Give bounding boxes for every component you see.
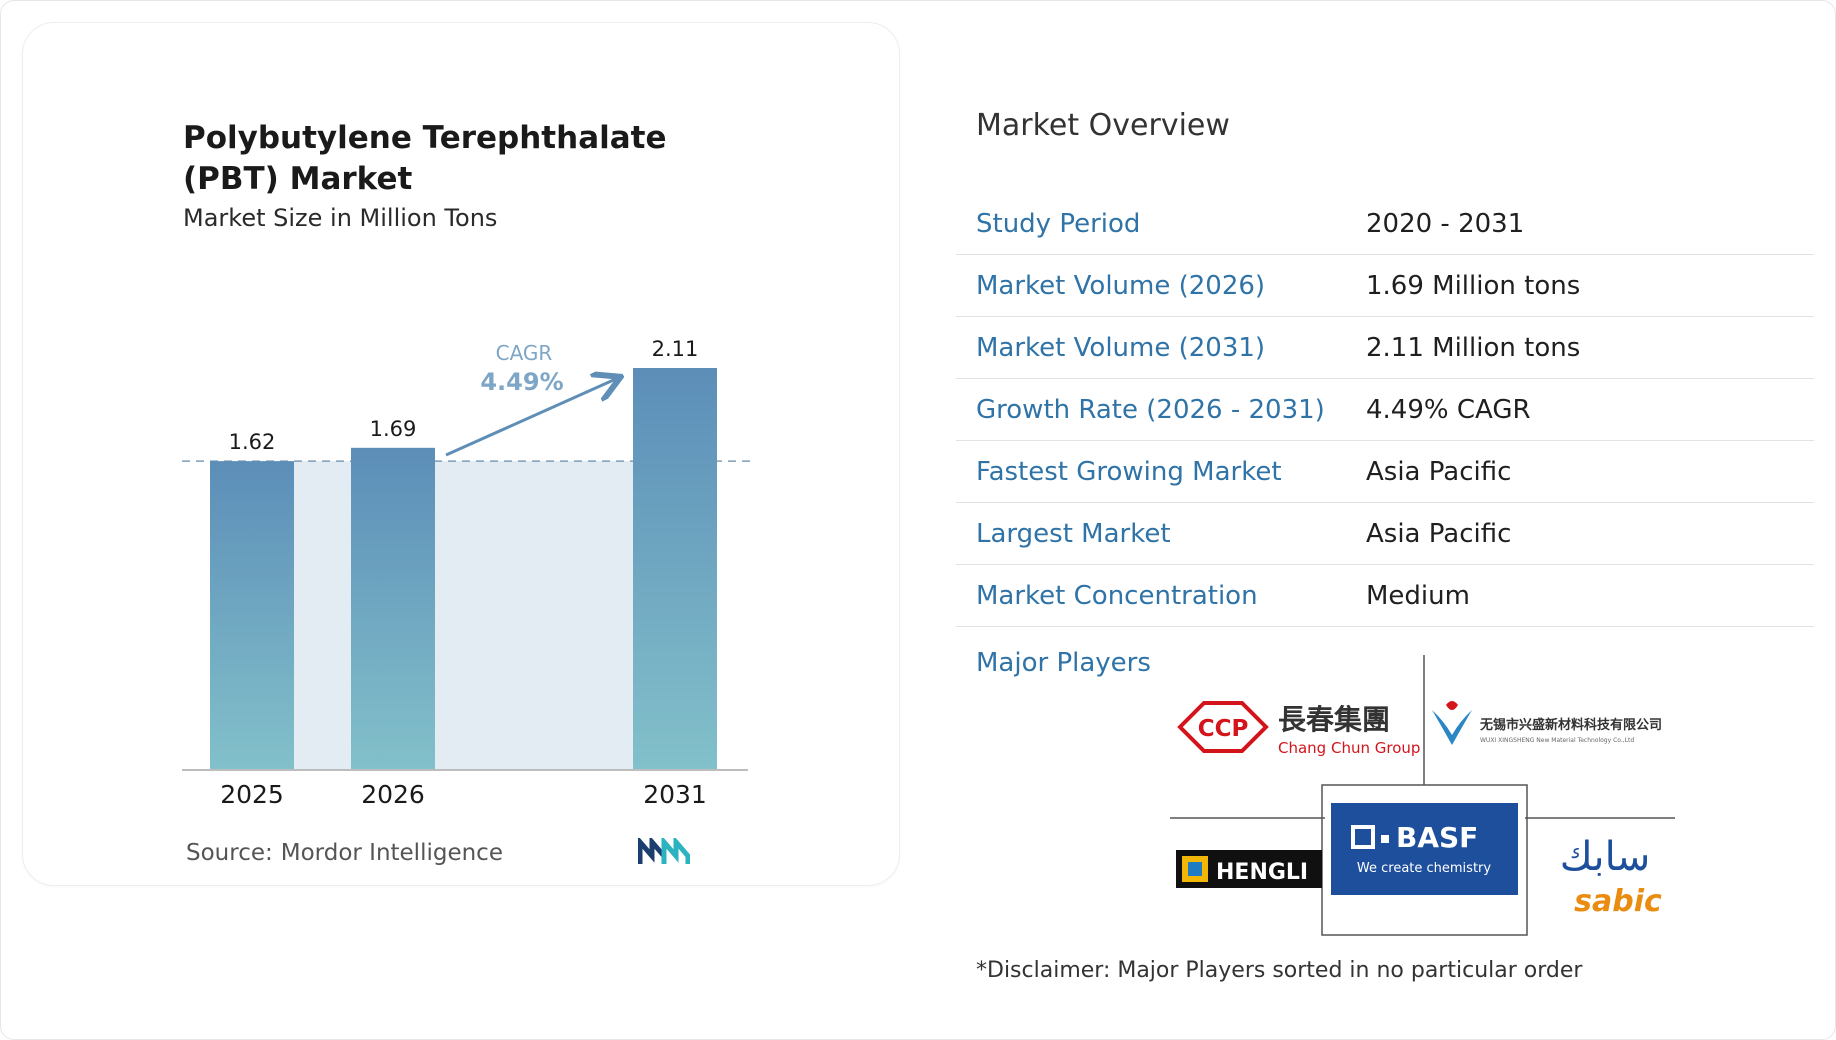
overview-label: Market Concentration [976, 581, 1258, 611]
overview-value: Asia Pacific [1366, 519, 1512, 549]
value-label-2026: 1.69 [370, 417, 417, 441]
overview-label: Fastest Growing Market [976, 457, 1282, 487]
overview-label: Largest Market [976, 519, 1171, 549]
ccp-mark: CCP [1198, 716, 1249, 742]
overview-label: Study Period [976, 209, 1141, 239]
wuxi-name-en: WUXI XINGSHENG New Material Technology C… [1480, 737, 1634, 744]
wuxi-xingsheng-logo: 无锡市兴盛新材料科技有限公司 WUXI XINGSHENG New Materi… [1432, 701, 1662, 745]
overview-label: Market Volume (2031) [976, 333, 1266, 363]
value-label-2025: 1.62 [229, 430, 276, 454]
bar-2026 [351, 447, 435, 769]
overview-value: Asia Pacific [1366, 457, 1512, 487]
growth-band [294, 461, 633, 769]
overview-title: Market Overview [976, 108, 1230, 143]
overview-row: Largest Market Asia Pacific [956, 502, 1814, 565]
chang-chun-group-logo: CCP 長春集團 Chang Chun Group [1177, 701, 1420, 757]
overview-value: Medium [1366, 581, 1470, 611]
x-tick-label-2031: 2031 [643, 780, 707, 809]
overview-value: 2020 - 2031 [1366, 209, 1525, 239]
overview-row: Market Volume (2031) 2.11 Million tons [956, 316, 1814, 379]
overview-row: Market Volume (2026) 1.69 Million tons [956, 254, 1814, 317]
x-tick-label-2025: 2025 [220, 780, 284, 809]
value-label-2031: 2.11 [652, 337, 699, 361]
basf-logo: BASF We create chemistry [1331, 803, 1518, 895]
basf-tagline: We create chemistry [1357, 861, 1491, 876]
ccp-name-en: Chang Chun Group [1278, 739, 1420, 757]
major-players-title: Major Players [976, 648, 1151, 678]
ccp-name-cn: 長春集團 [1278, 703, 1390, 736]
overview-value: 4.49% CAGR [1366, 395, 1531, 425]
disclaimer: *Disclaimer: Major Players sorted in no … [976, 958, 1583, 983]
source-label: Source: [186, 840, 273, 866]
source-value: Mordor Intelligence [280, 840, 503, 866]
overview-label: Growth Rate (2026 - 2031) [976, 395, 1325, 425]
cagr-label: CAGR [496, 341, 553, 365]
overview-label: Market Volume (2026) [976, 271, 1266, 301]
x-tick-label-2026: 2026 [361, 780, 425, 809]
cagr-arrow [445, 378, 618, 457]
cagr-value: 4.49% [480, 368, 563, 396]
hengli-logo: HENGLI [1176, 850, 1322, 888]
overview-value: 2.11 Million tons [1366, 333, 1581, 363]
bar-2025 [210, 461, 294, 769]
bar-2031 [633, 368, 717, 769]
sabic-logo: سابك sabic [1560, 834, 1662, 919]
wuxi-name-cn: 无锡市兴盛新材料科技有限公司 [1479, 717, 1662, 733]
overview-row: Market Concentration Medium [956, 564, 1814, 627]
hengli-name: HENGLI [1216, 860, 1308, 885]
overview-row: Growth Rate (2026 - 2031) 4.49% CAGR [956, 378, 1814, 441]
bar-chart: 1.62 2025 1.69 2026 2.11 2031 CAGR 4.49% [182, 337, 752, 809]
overview-value: 1.69 Million tons [1366, 271, 1581, 301]
source-line: Source: Mordor Intelligence [186, 840, 503, 866]
major-players-logos: CCP 長春集團 Chang Chun Group 无锡市兴盛新材料科技有限公司… [1170, 655, 1675, 936]
chart-subtitle: Market Size in Million Tons [183, 204, 498, 232]
mordor-logo-icon [638, 838, 690, 864]
basf-name: BASF [1396, 821, 1478, 854]
chart-title: Polybutylene Terephthalate (PBT) Market [183, 120, 667, 197]
overview-row: Fastest Growing Market Asia Pacific [956, 440, 1814, 503]
overview-row: Study Period 2020 - 2031 [956, 192, 1814, 255]
sabic-name-ar: سابك [1560, 834, 1651, 880]
sabic-name: sabic [1574, 884, 1662, 919]
